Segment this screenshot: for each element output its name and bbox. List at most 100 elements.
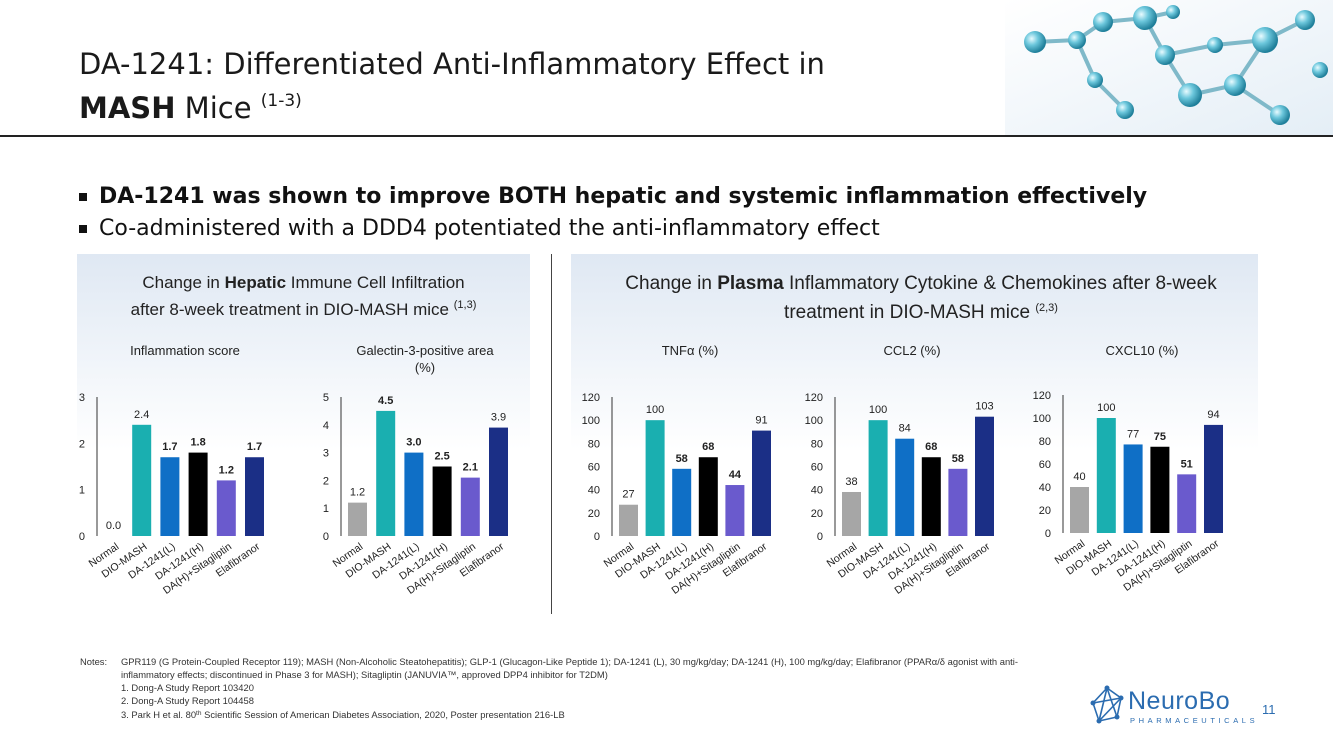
data-label: 1.2 bbox=[350, 487, 365, 499]
data-label: 0.0 bbox=[106, 520, 121, 532]
title-divider bbox=[0, 135, 1333, 137]
y-tick-label: 3 bbox=[323, 448, 329, 460]
chart-title: (%) bbox=[415, 360, 435, 375]
hepatic-title-line2: after 8-week treatment in DIO-MASH mice bbox=[130, 300, 454, 319]
bar bbox=[842, 491, 861, 536]
y-tick-label: 120 bbox=[805, 392, 823, 404]
data-label: 27 bbox=[622, 489, 634, 501]
bullet-item-2: Co-administered with a DDD4 potentiated … bbox=[79, 213, 1147, 245]
chart-title: CXCL10 (%) bbox=[1106, 343, 1179, 358]
plasma-panel bbox=[571, 254, 1258, 610]
data-label: 44 bbox=[729, 469, 742, 481]
data-label: 58 bbox=[676, 453, 688, 465]
data-label: 75 bbox=[1154, 431, 1166, 443]
bar bbox=[975, 416, 994, 536]
data-label: 100 bbox=[869, 404, 887, 416]
data-label: 1.2 bbox=[219, 464, 234, 476]
data-label: 100 bbox=[646, 404, 664, 416]
notes-text-line2: inflammatory effects; discontinued in Ph… bbox=[121, 669, 608, 680]
y-tick-label: 5 bbox=[323, 392, 329, 404]
bar bbox=[752, 430, 771, 536]
bar bbox=[348, 502, 367, 536]
slide-title-line2: MASH Mice (1-3) bbox=[79, 83, 979, 127]
bar bbox=[619, 504, 638, 536]
title-bold-word: MASH bbox=[79, 91, 176, 125]
bar bbox=[672, 468, 692, 536]
y-tick-label: 1 bbox=[323, 503, 329, 515]
bar bbox=[432, 466, 452, 536]
data-label: 68 bbox=[702, 441, 714, 453]
data-label: 2.1 bbox=[463, 462, 478, 474]
data-label: 68 bbox=[925, 441, 937, 453]
y-tick-label: 2 bbox=[323, 475, 329, 487]
data-label: 51 bbox=[1181, 458, 1193, 470]
y-tick-label: 0 bbox=[817, 531, 823, 543]
bar bbox=[895, 438, 915, 536]
hepatic-title-post: Immune Cell Infiltration bbox=[286, 273, 465, 292]
bar bbox=[1070, 487, 1089, 533]
reference-3: 3. Park H et al. 80th Scientific Session… bbox=[121, 707, 1240, 721]
y-tick-label: 60 bbox=[811, 462, 823, 474]
y-tick-label: 100 bbox=[1033, 413, 1051, 425]
data-label: 94 bbox=[1207, 409, 1219, 421]
bar bbox=[948, 468, 968, 536]
data-label: 100 bbox=[1097, 402, 1115, 414]
hepatic-panel-title: Change in Hepatic Immune Cell Infiltrati… bbox=[77, 272, 530, 321]
bar bbox=[921, 457, 941, 536]
hepatic-title-sup: (1,3) bbox=[453, 299, 477, 311]
bar bbox=[132, 424, 152, 536]
bar bbox=[868, 420, 888, 536]
data-label: 91 bbox=[755, 415, 767, 427]
data-label: 84 bbox=[899, 423, 911, 435]
plasma-panel-title: Change in Plasma Inflammatory Cytokine &… bbox=[571, 272, 1271, 325]
notes-text-line1: GPR119 (G Protein-Coupled Receptor 119);… bbox=[121, 656, 1018, 667]
y-tick-label: 0 bbox=[323, 531, 329, 543]
y-tick-label: 80 bbox=[811, 438, 823, 450]
neurobo-logo-icon bbox=[1090, 685, 1124, 724]
y-tick-label: 120 bbox=[1033, 390, 1051, 402]
bullet-list: DA-1241 was shown to improve BOTH hepati… bbox=[79, 181, 1147, 245]
logo-subtitle: PHARMACEUTICALS bbox=[1130, 716, 1259, 725]
y-tick-label: 0 bbox=[594, 531, 600, 543]
data-label: 77 bbox=[1127, 428, 1139, 440]
plasma-title-bold: Plasma bbox=[717, 273, 784, 294]
page-number: 11 bbox=[1262, 702, 1276, 717]
data-label: 58 bbox=[952, 453, 964, 465]
bar bbox=[698, 457, 718, 536]
molecule-decoration-icon bbox=[1005, 0, 1333, 135]
bar bbox=[188, 452, 208, 536]
notes-label: Notes: bbox=[80, 656, 108, 667]
data-label: 2.4 bbox=[134, 409, 149, 421]
footnotes: Notes: GPR119 (G Protein-Coupled Recepto… bbox=[80, 655, 1240, 721]
y-tick-label: 60 bbox=[1039, 459, 1051, 471]
chart-title: Inflammation score bbox=[130, 343, 240, 358]
chart-title: TNFα (%) bbox=[662, 343, 719, 358]
bar bbox=[725, 485, 745, 536]
plasma-title-sup: (2,3) bbox=[1035, 302, 1058, 314]
hepatic-title-pre: Change in bbox=[142, 273, 225, 292]
reference-1: 1. Dong-A Study Report 103420 bbox=[121, 682, 254, 693]
y-tick-label: 100 bbox=[805, 415, 823, 427]
y-tick-label: 60 bbox=[588, 462, 600, 474]
data-label: 38 bbox=[845, 476, 857, 488]
panel-divider bbox=[551, 254, 552, 614]
bar bbox=[1123, 444, 1143, 533]
y-tick-label: 40 bbox=[588, 485, 600, 497]
y-tick-label: 20 bbox=[588, 508, 600, 520]
y-tick-label: 40 bbox=[811, 485, 823, 497]
reference-3-pre: 3. Park H et al. 80 bbox=[121, 709, 197, 720]
bar bbox=[1204, 424, 1223, 533]
data-label: 2.5 bbox=[434, 451, 449, 463]
data-label: 3.0 bbox=[406, 437, 421, 449]
y-tick-label: 80 bbox=[1039, 436, 1051, 448]
bar bbox=[489, 427, 508, 536]
data-label: 3.9 bbox=[491, 412, 506, 424]
bar bbox=[245, 457, 264, 536]
data-label: 1.8 bbox=[190, 437, 205, 449]
slide-title: DA-1241: Differentiated Anti-Inflammator… bbox=[79, 46, 979, 127]
y-tick-label: 20 bbox=[811, 508, 823, 520]
title-rest: Mice bbox=[175, 91, 261, 125]
y-tick-label: 20 bbox=[1039, 505, 1051, 517]
plasma-title-line2: treatment in DIO-MASH mice bbox=[784, 302, 1036, 323]
y-tick-label: 100 bbox=[582, 415, 600, 427]
